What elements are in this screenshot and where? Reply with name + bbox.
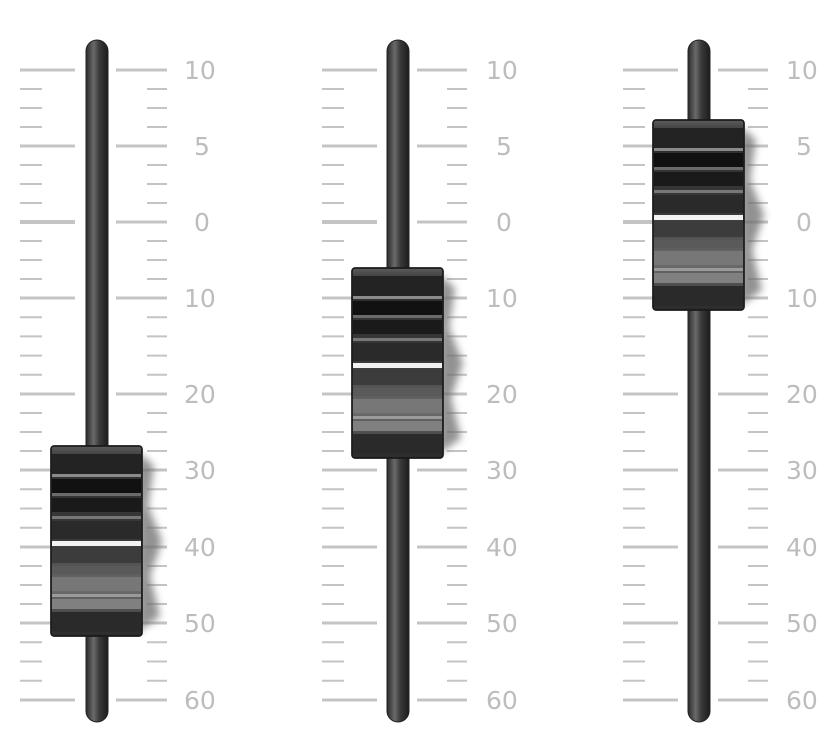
knob-stripe: [654, 286, 743, 306]
knob-stripe: [353, 320, 442, 334]
knob-stripe: [654, 273, 743, 283]
scale-labels-1: 10 5 0 10 20 30 40 50 60: [184, 56, 216, 715]
knob-stripe: [52, 541, 141, 546]
scale-label: 10: [786, 56, 818, 85]
knob-stripe: [353, 363, 442, 368]
knob-stripe: [52, 474, 141, 477]
knob-stripe: [52, 594, 141, 597]
fader-knob[interactable]: [50, 445, 162, 637]
knob-stripe: [654, 172, 743, 186]
knob-stripe: [52, 516, 141, 519]
knob-stripe: [353, 416, 442, 419]
knob-shadow: [740, 126, 764, 306]
scale-label: 40: [786, 533, 818, 562]
knob-stripe: [52, 566, 141, 574]
knob-stripe: [353, 296, 442, 299]
knob-shadow: [138, 452, 162, 632]
knob-stripe: [52, 521, 141, 539]
scale-label: 20: [786, 380, 818, 409]
knob-stripe: [654, 221, 743, 237]
knob-stripe: [52, 454, 141, 474]
fader-column-2: 10 5 0 10 20 30 40 50 60: [322, 39, 518, 723]
knob-stripe: [654, 128, 743, 148]
knob-stripe: [353, 399, 442, 413]
scale-label: 10: [486, 284, 518, 313]
scale-label: 20: [486, 380, 518, 409]
knob-outline: [50, 445, 143, 637]
scale-label: 60: [786, 686, 818, 715]
knob-stripe: [353, 343, 442, 361]
knob-stripe: [654, 251, 743, 265]
scale-ticks-1: [20, 68, 167, 702]
knob-stripe: [52, 599, 141, 609]
knob-stripe: [52, 612, 141, 632]
knob-stripe: [654, 268, 743, 271]
knob-shadow: [439, 274, 463, 454]
scale-label: 50: [486, 609, 518, 638]
knob-stripe: [52, 577, 141, 591]
scale-label: 40: [486, 533, 518, 562]
knob-stripe: [654, 148, 743, 151]
knob-stripe: [52, 547, 141, 563]
scale-label: 0: [796, 208, 812, 237]
knob-stripe: [353, 369, 442, 385]
scale-label: 40: [184, 533, 216, 562]
knob-stripe: [654, 190, 743, 193]
knob-stripe: [52, 498, 141, 512]
knob-stripe: [353, 315, 442, 318]
scale-label: 60: [486, 686, 518, 715]
knob-stripe: [52, 479, 141, 493]
knob-stripe: [654, 215, 743, 220]
scale-label: 30: [486, 456, 518, 485]
scale-label: 10: [184, 284, 216, 313]
scale-label: 5: [496, 132, 512, 161]
knob-stripe: [353, 338, 442, 341]
knob-stripe: [654, 153, 743, 167]
fader-column-1: 10 5 0 10 20 30 40 50 60: [20, 39, 216, 723]
scale-label: 0: [496, 208, 512, 237]
knob-stripe: [654, 240, 743, 248]
scale-labels-3: 10 5 0 10 20 30 40 50 60: [786, 56, 818, 715]
knob-stripe: [353, 276, 442, 296]
scale-label: 10: [486, 56, 518, 85]
knob-stripe: [353, 434, 442, 454]
knob-stripe: [52, 493, 141, 496]
scale-label: 5: [796, 132, 812, 161]
fader-column-3: 10 5 0 10 20 30 40 50 60: [623, 39, 818, 723]
scale-ticks-2: [322, 68, 467, 702]
scale-label: 10: [184, 56, 216, 85]
scale-label: 50: [184, 609, 216, 638]
knob-stripe: [353, 388, 442, 396]
scale-label: 5: [194, 132, 210, 161]
knob-stripe: [353, 421, 442, 431]
knob-outline: [652, 119, 745, 311]
knob-outline: [351, 267, 444, 459]
scale-label: 10: [786, 284, 818, 313]
scale-label: 50: [786, 609, 818, 638]
knob-stripe: [654, 195, 743, 213]
scale-label: 0: [194, 208, 210, 237]
scale-label: 30: [786, 456, 818, 485]
knob-stripe: [654, 167, 743, 170]
fader-knob[interactable]: [652, 119, 764, 311]
scale-labels-2: 10 5 0 10 20 30 40 50 60: [486, 56, 518, 715]
fader-knob[interactable]: [351, 267, 463, 459]
scale-label: 30: [184, 456, 216, 485]
scale-label: 60: [184, 686, 216, 715]
knob-stripe: [353, 301, 442, 315]
scale-label: 20: [184, 380, 216, 409]
